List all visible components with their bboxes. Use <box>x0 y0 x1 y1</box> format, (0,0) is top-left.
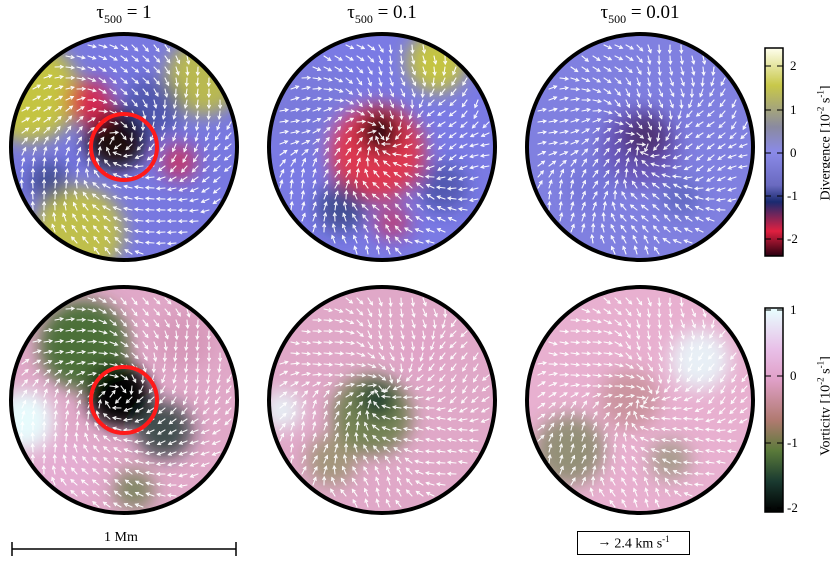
divergence-tick-label: -1 <box>787 188 798 204</box>
divergence-colorbar <box>765 48 783 256</box>
map-panel <box>262 287 495 513</box>
map-panel <box>0 34 242 277</box>
divergence-colorbar-label: Divergence [10-2 s-1] <box>816 58 830 228</box>
vorticity-tick-label: -2 <box>787 500 798 516</box>
panel-grid <box>0 32 753 513</box>
column-title-tau-0.1: τ500 = 0.1 <box>347 2 417 27</box>
column-title-tau-0.01: τ500 = 0.01 <box>600 2 679 27</box>
map-panel <box>267 32 495 260</box>
scale-bar-label: 1 Mm <box>104 530 138 546</box>
column-title-tau-1: τ500 = 1 <box>96 2 151 27</box>
map-panel <box>527 287 753 513</box>
divergence-tick-label: -2 <box>787 231 798 247</box>
vorticity-colorbar <box>765 308 783 512</box>
vorticity-tick-label: -1 <box>787 435 798 451</box>
reference-vector-legend: → 2.4 km s-1 <box>577 531 690 555</box>
right-arrow-icon: → <box>597 535 611 551</box>
vorticity-colorbar-label: Vorticity [10-2 s-1] <box>816 321 830 491</box>
vorticity-tick-label: 0 <box>790 368 797 384</box>
map-panel <box>0 287 237 513</box>
divergence-tick-label: 0 <box>790 145 797 161</box>
reference-vector-label: 2.4 km s-1 <box>614 534 669 553</box>
divergence-tick-label: 2 <box>790 58 797 74</box>
vorticity-tick-label: 1 <box>790 302 797 318</box>
map-panel <box>527 34 753 260</box>
divergence-tick-label: 1 <box>790 102 797 118</box>
